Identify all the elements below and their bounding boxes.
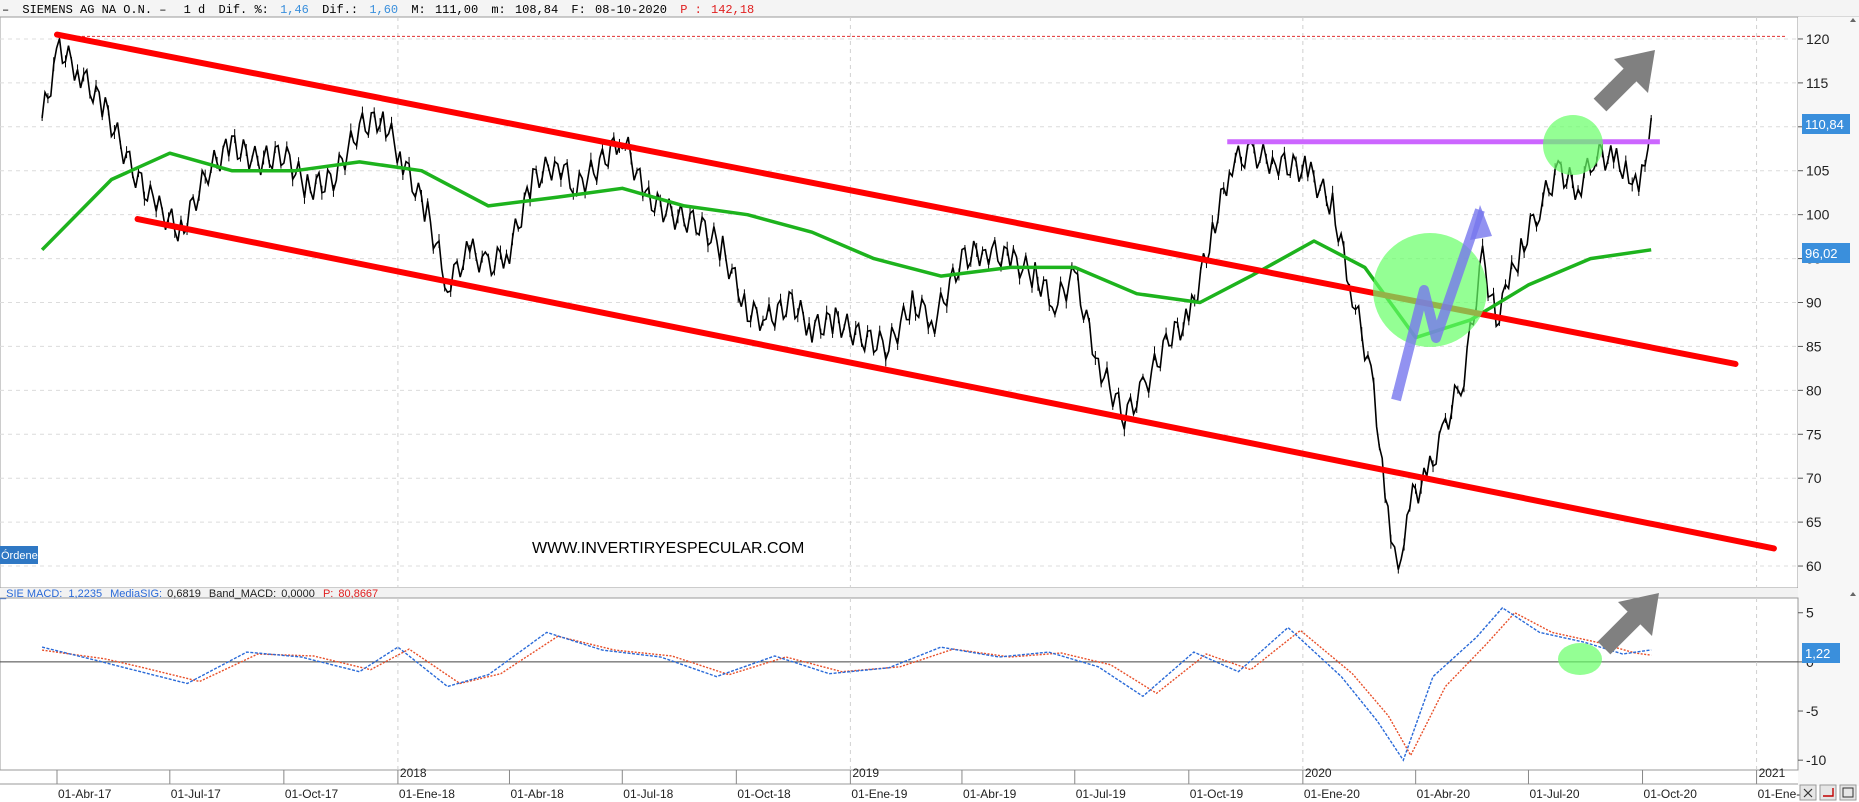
macd-panel-frame [0,597,1799,771]
x-month-label: 01-Abr-17 [58,787,112,801]
price-panel-collapse-icon[interactable] [1850,18,1856,22]
ma-badge: 96,02 [1802,243,1850,263]
last-price-badge: 110,84 [1802,114,1850,134]
price-tick-label: 100 [1806,207,1830,223]
header-prefix: – [2,3,9,17]
macd-up-arrow-head [1618,593,1659,636]
macd-indicator-label: _SIE MACD: 1,2235 MediaSIG: 0,6819 Band_… [0,588,378,600]
dif-pct-value: 1,46 [280,3,309,17]
price-tick-label: 80 [1806,382,1822,398]
band-label: Band_MACD: [209,588,276,600]
x-month-label: 01-Oct-19 [1190,787,1244,801]
min-value: 108,84 [515,3,558,17]
header-bar [0,0,1859,17]
x-month-label: 01-Abr-20 [1417,787,1471,801]
price-panel [0,16,1859,786]
x-month-label: 01-Ene-19 [851,787,907,801]
x-month-label: 01-Jul-20 [1529,787,1579,801]
macd-panel [0,593,1799,771]
price-tick-label: 120 [1806,31,1830,47]
scale-button[interactable] [1819,784,1837,801]
macd-panel-collapse-icon[interactable] [1850,592,1856,596]
macd-tick-label: -10 [1806,752,1826,768]
x-month-label: 01-Oct-17 [285,787,339,801]
x-month-label: 01-Jul-19 [1076,787,1126,801]
x-year-label: 2020 [1305,766,1332,780]
panel-divider [0,588,1859,598]
max-value: 111,00 [435,3,478,17]
x-month-label: 01-Abr-19 [963,787,1017,801]
max-label: M: [411,3,425,17]
date-value: 08-10-2020 [595,3,667,17]
watermark: WWW.INVERTIRYESPECULAR.COM [532,540,804,557]
macd-p-label: P: [323,588,333,600]
x-month-label: 01-Jul-18 [623,787,673,801]
dif-value: 1,60 [369,3,398,17]
dif-label: Dif.: [322,3,358,17]
orders-button[interactable]: Órdenes [0,546,44,564]
macd-tick-label: -5 [1806,703,1819,719]
toggle-panel-button[interactable] [1839,784,1857,801]
instrument-name: SIEMENS AG NA O.N. – [22,3,166,17]
macd-badge-text: 1,22 [1805,646,1830,661]
x-month-label: 01-Jul-17 [171,787,221,801]
price-tick-label: 75 [1806,426,1822,442]
ma-badge-text: 96,02 [1805,246,1838,261]
x-month-label: 01-Oct-18 [737,787,791,801]
price-tick-label: 90 [1806,295,1822,311]
price-tick-label: 85 [1806,338,1822,354]
macd-value: 1,2235 [68,588,102,600]
band-value: 0,0000 [281,588,315,600]
price-tick-label: 60 [1806,558,1822,574]
price-tick-label: 65 [1806,514,1822,530]
x-year-label: 2018 [400,766,427,780]
trend-up-arrow-head [1614,50,1655,93]
x-month-label: 01-Oct-20 [1644,787,1698,801]
orders-button-label: Órdenes [1,549,44,562]
price-tick-label: 70 [1806,470,1822,486]
macd-tick-label: 5 [1806,605,1814,621]
p-value: 142,18 [711,3,754,17]
w-pattern-arrowhead [1470,205,1492,240]
signal-value: 0,6819 [167,588,201,600]
dif-pct-label: Dif. %: [218,3,268,17]
breakout-highlight [1543,115,1603,175]
last-price-badge-text: 110,84 [1805,117,1844,132]
min-label: m: [491,3,505,17]
w-pattern-arrow [1391,208,1485,402]
x-year-label: 2019 [852,766,879,780]
macd-cross-highlight [1558,643,1602,675]
x-month-label: 01-Abr-18 [510,787,564,801]
price-tick-label: 105 [1806,163,1830,179]
x-year-label: 2021 [1759,766,1786,780]
x-axis: 01-Abr-17 01-Jul-17 01-Oct-17 01-Ene-18 01-A… [0,766,1814,801]
x-month-label: 01-Ene-18 [399,787,455,801]
scroll-left-button[interactable] [1799,784,1817,801]
macd-p-value: 80,8667 [338,588,378,600]
header-line: – SIEMENS AG NA O.N. – 1 d Dif. %: 1,46 … [2,3,754,17]
price-tick-label: 115 [1806,75,1829,91]
signal-label: MediaSIG: [110,588,162,600]
period-label: 1 d [184,3,206,17]
macd-line [41,606,1652,762]
date-label: F: [571,3,585,17]
channel-lower-line [134,216,1777,552]
p-label: P : [680,3,702,17]
macd-name: _SIE MACD: [0,588,62,600]
macd-badge: 1,22 [1802,643,1840,663]
x-month-label: 01-Ene-20 [1304,787,1360,801]
